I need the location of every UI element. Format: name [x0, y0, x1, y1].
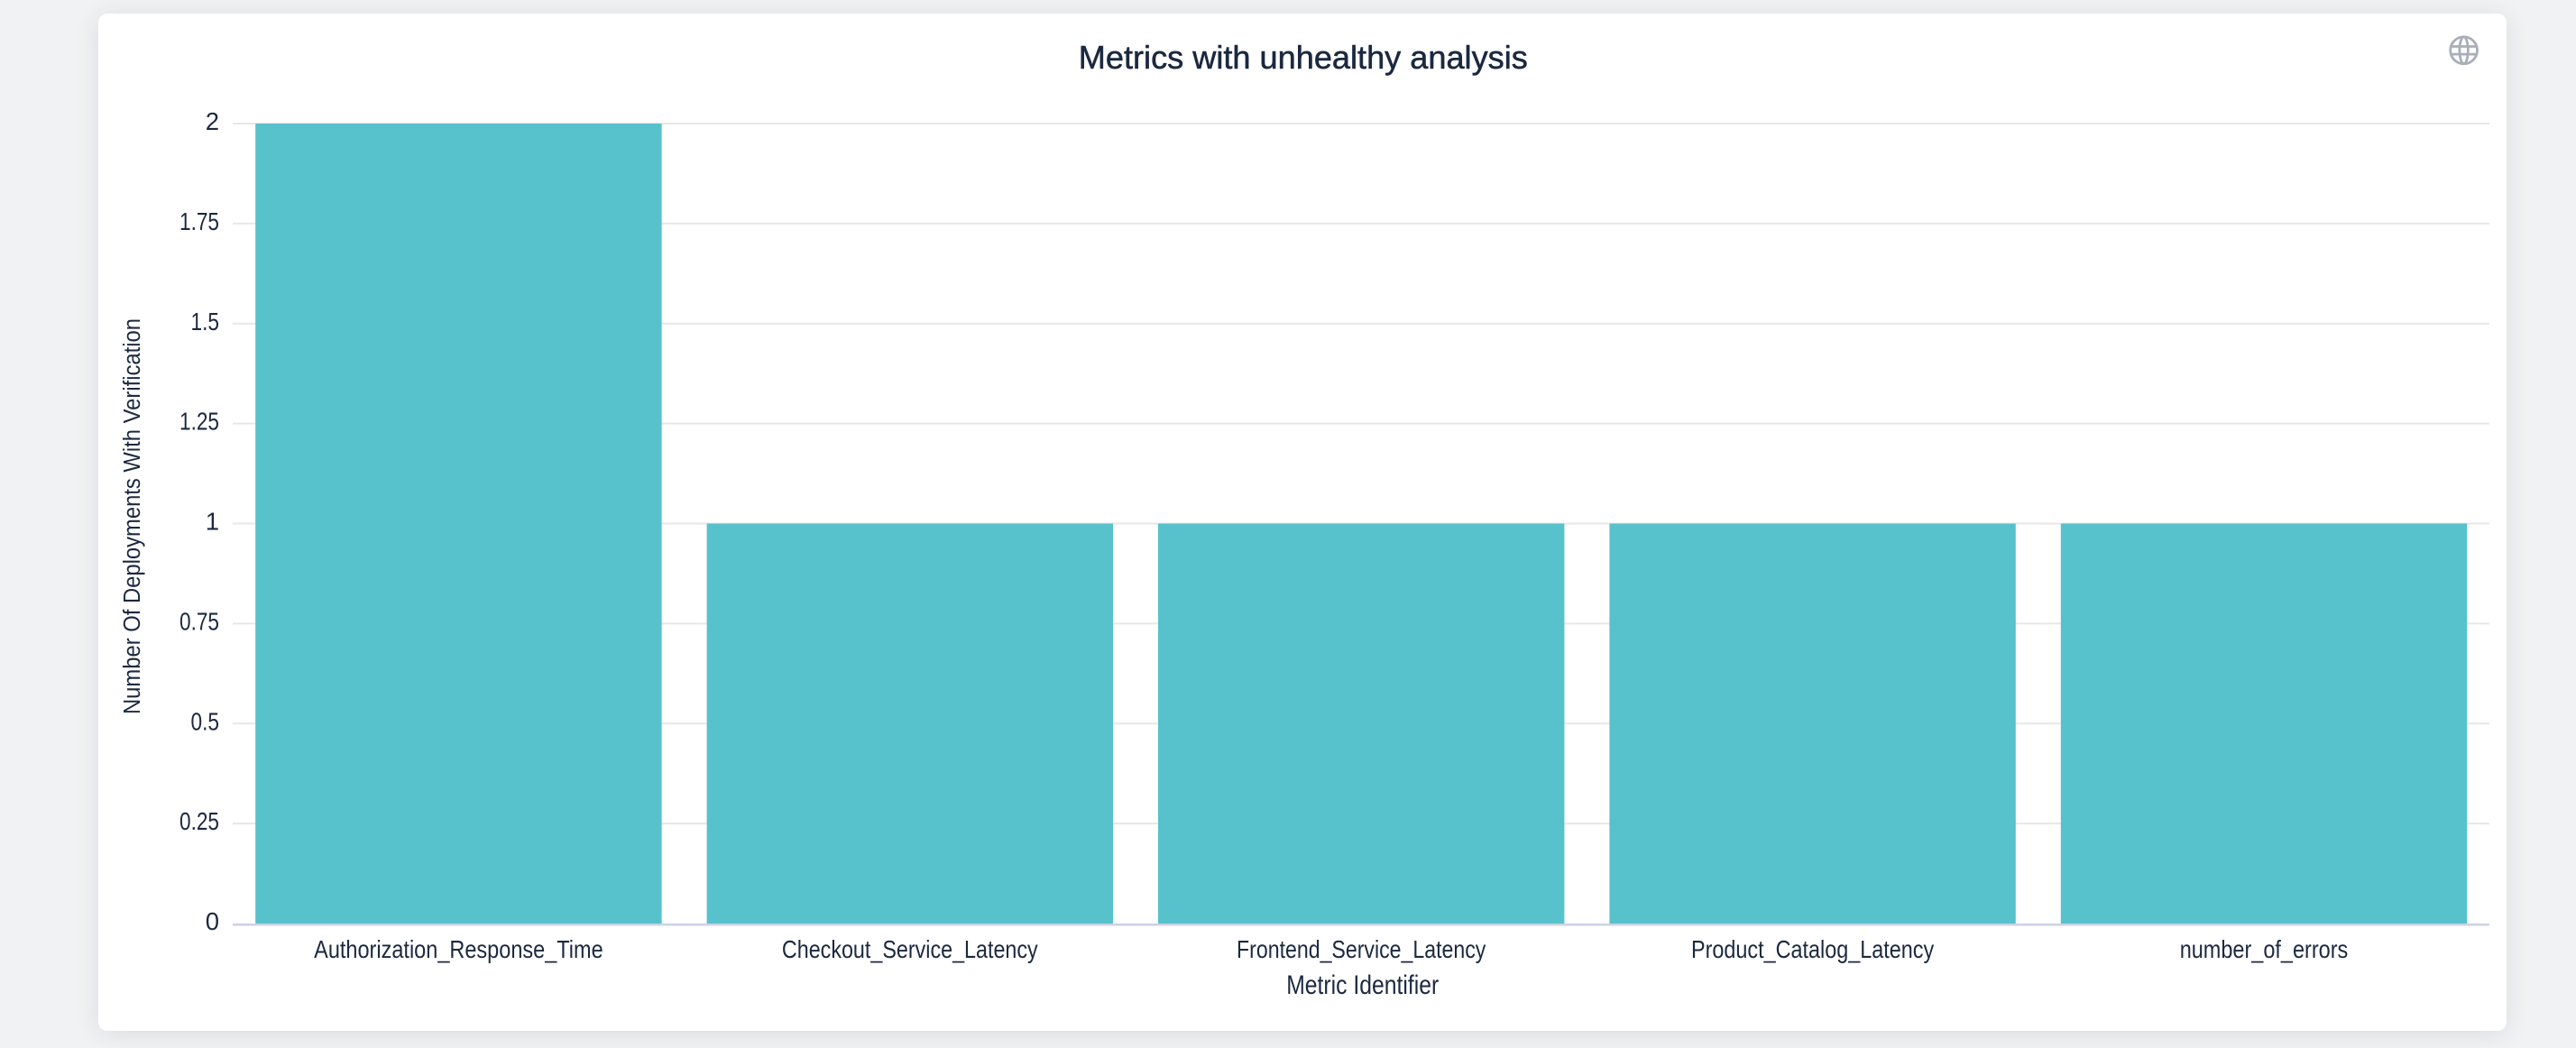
svg-text:Number Of Deployments With Ver: Number Of Deployments With Verification	[120, 318, 145, 714]
svg-text:Metrics with unhealthy analysi: Metrics with unhealthy analysis	[1079, 39, 1528, 76]
svg-text:1.75: 1.75	[179, 207, 219, 235]
svg-text:2: 2	[206, 107, 219, 135]
svg-text:Frontend_Service_Latency: Frontend_Service_Latency	[1237, 935, 1486, 963]
svg-text:0.5: 0.5	[191, 707, 220, 735]
svg-text:0.75: 0.75	[179, 607, 219, 635]
svg-text:Product_Catalog_Latency: Product_Catalog_Latency	[1691, 935, 1934, 963]
svg-text:1.25: 1.25	[179, 408, 219, 436]
svg-text:number_of_errors: number_of_errors	[2180, 935, 2349, 963]
svg-text:0: 0	[206, 907, 219, 935]
svg-text:1: 1	[206, 508, 219, 536]
svg-text:0.25: 0.25	[179, 807, 219, 835]
svg-text:Metric Identifier: Metric Identifier	[1286, 970, 1439, 1000]
svg-text:Authorization_Response_Time: Authorization_Response_Time	[314, 935, 603, 963]
svg-text:Checkout_Service_Latency: Checkout_Service_Latency	[782, 935, 1038, 963]
svg-text:1.5: 1.5	[191, 308, 220, 336]
